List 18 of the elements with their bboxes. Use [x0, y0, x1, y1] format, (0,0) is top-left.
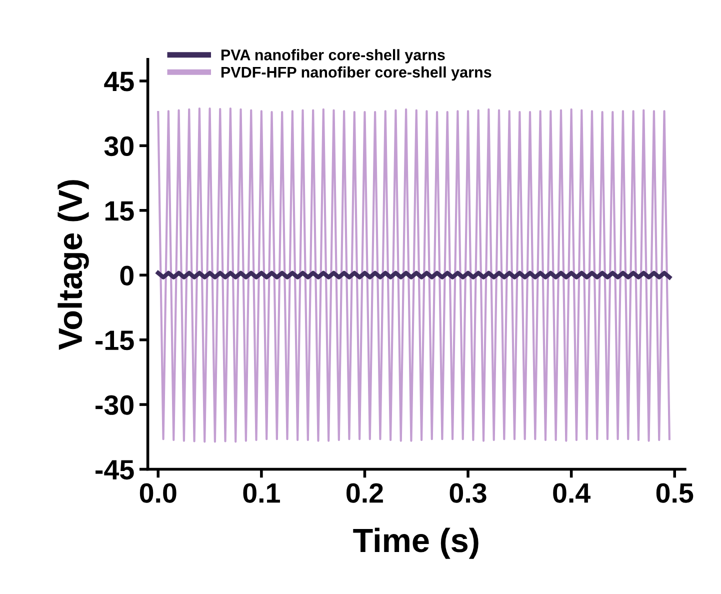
x-tick-label: 0.0: [140, 483, 176, 503]
y-tick-label: 45: [104, 72, 134, 92]
line-series: [157, 108, 670, 443]
y-axis-title: Voltage (V): [58, 180, 89, 350]
y-tick-label: 15: [105, 201, 134, 221]
legend-label: PVDF-HFP nanofiber core-shell yarns: [221, 66, 492, 81]
y-tick-label: -45: [96, 460, 134, 480]
y-tick-label: -30: [96, 395, 134, 415]
x-tick-label: 0.4: [553, 483, 590, 503]
legend-label: PVA nanofiber core-shell yarns: [221, 49, 445, 64]
x-tick-label: 0.5: [656, 483, 694, 503]
x-tick-label: 0.3: [450, 483, 486, 503]
y-tick-label: -15: [96, 330, 134, 350]
x-tick-label: 0.2: [346, 483, 383, 503]
x-axis-title: Time (s): [353, 528, 478, 559]
y-tick-label: 0: [120, 266, 134, 286]
y-tick-label: 30: [104, 136, 134, 156]
x-tick-label: 0.1: [243, 483, 280, 503]
